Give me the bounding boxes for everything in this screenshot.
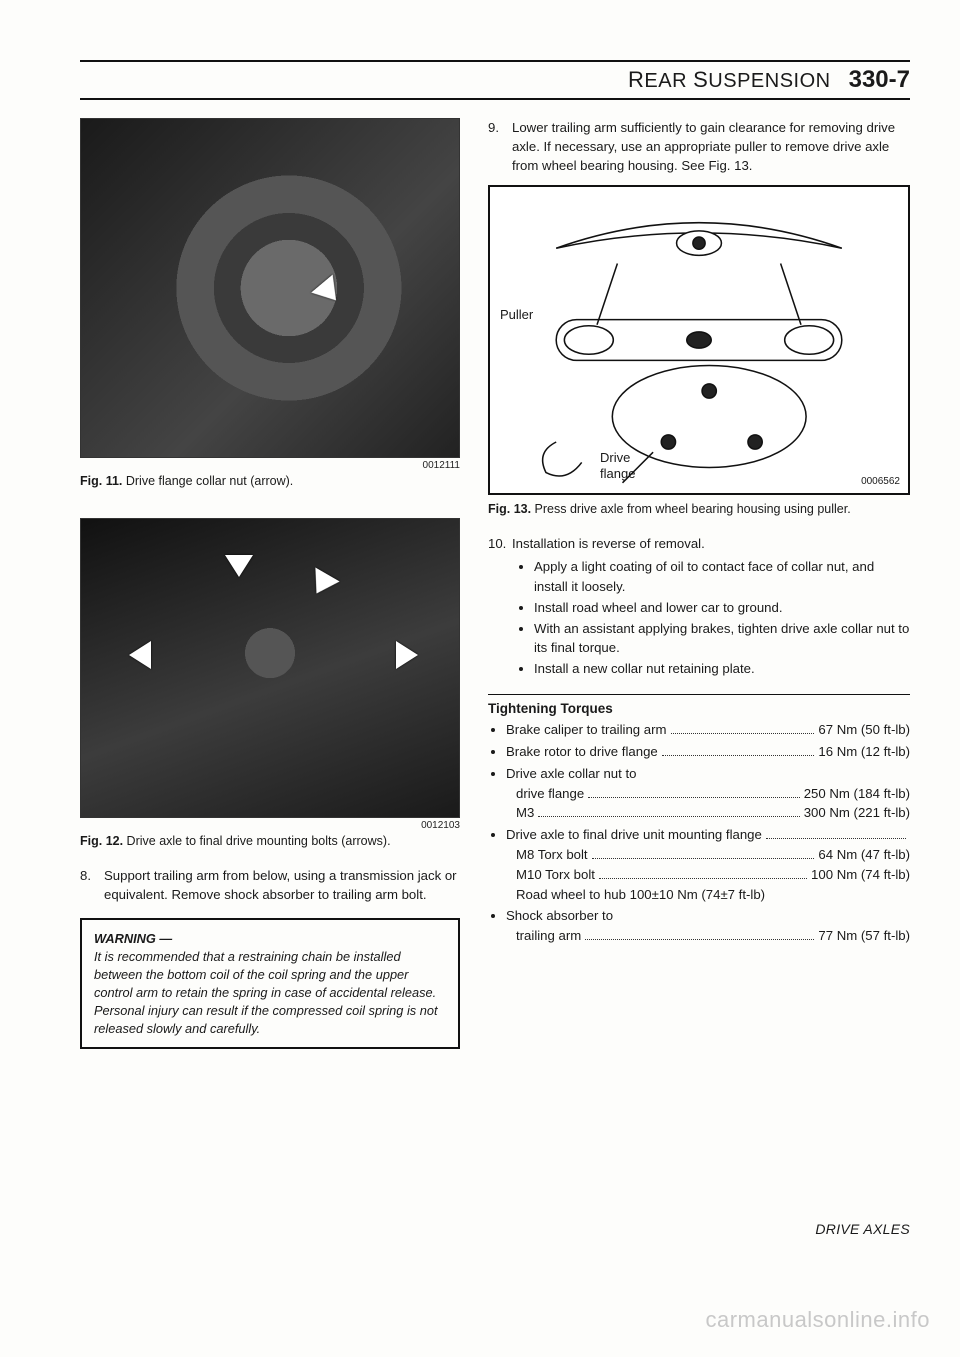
step-9-num: 9. xyxy=(488,118,512,175)
arrow-icon xyxy=(396,641,418,669)
diagram-code: 0006562 xyxy=(861,476,900,487)
dots xyxy=(585,939,814,940)
figure-13-diagram: Puller Drive flange 0006562 xyxy=(488,185,910,495)
step-10-body: Installation is reverse of removal. Appl… xyxy=(512,534,910,680)
left-column: 0012111 Fig. 11. Drive flange collar nut… xyxy=(80,118,460,1049)
torque-title: Tightening Torques xyxy=(488,701,910,716)
torque-value: 16 Nm (12 ft-lb) xyxy=(818,742,910,762)
torque-value: 77 Nm (57 ft-lb) xyxy=(818,926,910,946)
torque-item: Shock absorber to trailing arm 77 Nm (57… xyxy=(506,906,910,946)
torque-label: M3 xyxy=(516,803,534,823)
torque-roadwheel: Road wheel to hub 100±10 Nm (74±7 ft-lb) xyxy=(516,885,910,905)
step-8-text: Support trailing arm from below, using a… xyxy=(104,866,460,904)
torque-value: 67 Nm (50 ft-lb) xyxy=(818,720,910,740)
torque-value: 300 Nm (221 ft-lb) xyxy=(804,803,910,823)
figure-13-caption: Fig. 13. Press drive axle from wheel bea… xyxy=(488,501,910,518)
watermark: carmanualsonline.info xyxy=(705,1307,930,1333)
diagram-label-puller: Puller xyxy=(500,307,533,322)
figure-12-photo xyxy=(80,518,460,818)
torque-label: Brake caliper to trailing arm xyxy=(506,720,667,740)
right-column: 9. Lower trailing arm sufficiently to ga… xyxy=(488,118,910,1049)
footer-label: DRIVE AXLES xyxy=(815,1221,910,1237)
fig11-text: Drive flange collar nut (arrow). xyxy=(122,474,293,488)
warning-box: WARNING — It is recommended that a restr… xyxy=(80,918,460,1049)
torque-list: Brake caliper to trailing arm 67 Nm (50 … xyxy=(488,720,910,946)
section-name-2: EAR xyxy=(644,70,693,92)
dots xyxy=(671,733,815,734)
torque-value: 64 Nm (47 ft-lb) xyxy=(818,845,910,865)
step-9: 9. Lower trailing arm sufficiently to ga… xyxy=(488,118,910,175)
step-8-num: 8. xyxy=(80,866,104,904)
warning-title: WARNING — xyxy=(94,930,446,948)
figure-11-art xyxy=(81,119,459,457)
torque-item: Brake caliper to trailing arm 67 Nm (50 … xyxy=(506,720,910,740)
fig13-bold: Fig. 13. xyxy=(488,502,531,516)
diagram-label-drive: Drive xyxy=(600,450,630,465)
step-10-bullets: Apply a light coating of oil to contact … xyxy=(512,557,910,678)
figure-11-photo xyxy=(80,118,460,458)
torque-value: 100 Nm (74 ft-lb) xyxy=(811,865,910,885)
torque-subhead: Shock absorber to xyxy=(506,908,613,923)
right-steps-bottom: 10. Installation is reverse of removal. … xyxy=(488,534,910,680)
figure-11-code: 0012111 xyxy=(80,460,460,471)
dots xyxy=(588,797,800,798)
arrow-icon xyxy=(129,641,151,669)
torque-label: M10 Torx bolt xyxy=(516,865,595,885)
top-rule xyxy=(80,60,910,62)
warning-body: It is recommended that a restraining cha… xyxy=(94,948,446,1038)
torque-label: Brake rotor to drive flange xyxy=(506,742,658,762)
dots xyxy=(662,755,815,756)
arrow-icon xyxy=(225,555,253,577)
fig12-bold: Fig. 12. xyxy=(80,834,123,848)
section-name-3: S xyxy=(693,67,708,92)
dots xyxy=(599,878,807,879)
bullet: With an assistant applying brakes, tight… xyxy=(534,619,910,657)
torque-value: 250 Nm (184 ft-lb) xyxy=(804,784,910,804)
dots xyxy=(538,816,799,817)
torque-subhead: Drive axle to final drive unit mounting … xyxy=(506,825,762,845)
left-steps: 8. Support trailing arm from below, usin… xyxy=(80,866,460,904)
bullet: Install road wheel and lower car to grou… xyxy=(534,598,910,617)
section-title: REAR SUSPENSION xyxy=(628,67,831,93)
figure-12-caption: Fig. 12. Drive axle to final drive mount… xyxy=(80,833,460,850)
torque-subhead: Drive axle collar nut to xyxy=(506,766,636,781)
step-8: 8. Support trailing arm from below, usin… xyxy=(80,866,460,904)
torque-item: Brake rotor to drive flange 16 Nm (12 ft… xyxy=(506,742,910,762)
bullet: Apply a light coating of oil to contact … xyxy=(534,557,910,595)
section-name-4: USPENSION xyxy=(708,70,830,92)
fig13-text: Press drive axle from wheel bearing hous… xyxy=(531,502,851,516)
figure-12-code: 0012103 xyxy=(80,820,460,831)
step-10: 10. Installation is reverse of removal. … xyxy=(488,534,910,680)
section-name-1: R xyxy=(628,67,644,92)
bullet: Install a new collar nut retaining plate… xyxy=(534,659,910,678)
manual-page: REAR SUSPENSION 330-7 0012111 Fig. 11. D… xyxy=(0,0,960,1357)
dots xyxy=(592,858,815,859)
torque-rule xyxy=(488,694,910,695)
dots xyxy=(766,838,906,839)
diagram-label-flange: flange xyxy=(600,466,635,481)
fig12-text: Drive axle to final drive mounting bolts… xyxy=(123,834,390,848)
step-10-num: 10. xyxy=(488,534,512,680)
fig11-bold: Fig. 11. xyxy=(80,474,122,488)
torque-item: Drive axle to final drive unit mounting … xyxy=(506,825,910,904)
section-header: REAR SUSPENSION 330-7 xyxy=(80,66,910,100)
step-9-text: Lower trailing arm sufficiently to gain … xyxy=(512,118,910,175)
right-steps-top: 9. Lower trailing arm sufficiently to ga… xyxy=(488,118,910,175)
torque-label: M8 Torx bolt xyxy=(516,845,588,865)
torque-item: Drive axle collar nut to drive flange 25… xyxy=(506,764,910,823)
diagram-svg xyxy=(490,187,908,493)
torque-label: trailing arm xyxy=(516,926,581,946)
step-10-text: Installation is reverse of removal. xyxy=(512,536,705,551)
content-columns: 0012111 Fig. 11. Drive flange collar nut… xyxy=(80,118,910,1049)
page-number: 330-7 xyxy=(849,66,910,94)
torque-label: drive flange xyxy=(516,784,584,804)
figure-11-caption: Fig. 11. Drive flange collar nut (arrow)… xyxy=(80,473,460,490)
